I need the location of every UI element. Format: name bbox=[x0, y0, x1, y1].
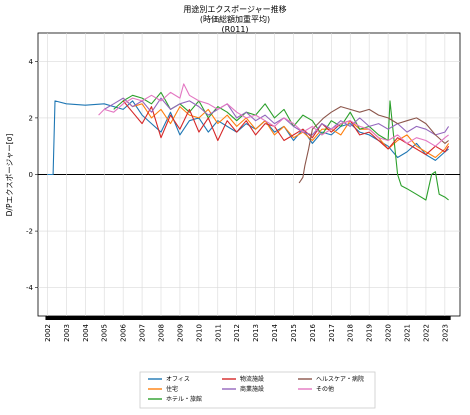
x-tick-label: 2023 bbox=[441, 324, 449, 342]
series-line bbox=[98, 83, 449, 147]
x-tick-label: 2016 bbox=[309, 323, 317, 341]
legend-box bbox=[139, 371, 376, 409]
x-tick-label: 2013 bbox=[252, 324, 260, 342]
x-tick-label: 2008 bbox=[158, 324, 166, 342]
chart-title-line-1: 用途別エクスポージャー推移 bbox=[183, 4, 286, 14]
y-tick-label: 4 bbox=[29, 58, 34, 66]
y-tick-label: 0 bbox=[29, 171, 33, 179]
chart-title-line-2: (時価総額加重平均) bbox=[200, 14, 270, 24]
x-tick-label: 2014 bbox=[271, 323, 279, 341]
y-axis: -4 -2 0 2 4 bbox=[26, 58, 38, 292]
x-tick-label: 2007 bbox=[139, 324, 147, 342]
legend-label: その他 bbox=[316, 385, 334, 393]
x-tick-label: 2011 bbox=[214, 324, 222, 342]
legend-label: オフィス bbox=[166, 376, 190, 383]
x-tick-label: 2005 bbox=[101, 324, 109, 342]
x-tick-band bbox=[45, 316, 451, 320]
x-tick-label: 2017 bbox=[328, 324, 336, 342]
x-tick-label: 2012 bbox=[233, 324, 241, 342]
series-line bbox=[122, 100, 450, 156]
legend-label: 商業施設 bbox=[240, 385, 264, 393]
x-tick-label: 2010 bbox=[195, 324, 203, 342]
y-tick-label: -2 bbox=[26, 228, 33, 236]
x-tick-label: 2019 bbox=[366, 324, 374, 342]
x-tick-label: 2021 bbox=[404, 324, 412, 342]
legend-label: 住宅 bbox=[166, 385, 178, 393]
x-tick-label: 2015 bbox=[290, 324, 298, 342]
grid-lines bbox=[38, 33, 460, 316]
x-tick-label: 2006 bbox=[120, 323, 128, 341]
x-tick-label: 2003 bbox=[63, 324, 71, 342]
series-layer bbox=[47, 83, 450, 201]
legend-label: ホテル・旅館 bbox=[166, 395, 202, 403]
x-tick-label: 2020 bbox=[385, 324, 393, 342]
legend-label: 物流施設 bbox=[240, 375, 264, 383]
x-axis: 2002 2003 2004 2005 2006 2007 2008 2009 2010 2011… bbox=[44, 316, 451, 342]
chart-title-line-3: (R011) bbox=[221, 25, 248, 34]
y-tick-label: -4 bbox=[26, 284, 34, 292]
y-axis-label: D/Pエクスポージャー[σ] bbox=[5, 134, 14, 217]
series-line bbox=[122, 97, 450, 159]
x-tick-label: 2022 bbox=[422, 324, 430, 342]
chart-title: 用途別エクスポージャー推移 (時価総額加重平均) (R011) bbox=[183, 4, 286, 34]
x-tick-label: 2018 bbox=[347, 324, 355, 342]
x-tick-label: 2009 bbox=[176, 324, 184, 342]
x-tick-label: 2004 bbox=[82, 323, 90, 341]
legend-label: ヘルスケア・病院 bbox=[316, 375, 364, 383]
series-line bbox=[298, 106, 449, 184]
y-tick-label: 2 bbox=[29, 114, 33, 122]
x-tick-label: 2002 bbox=[44, 324, 52, 342]
